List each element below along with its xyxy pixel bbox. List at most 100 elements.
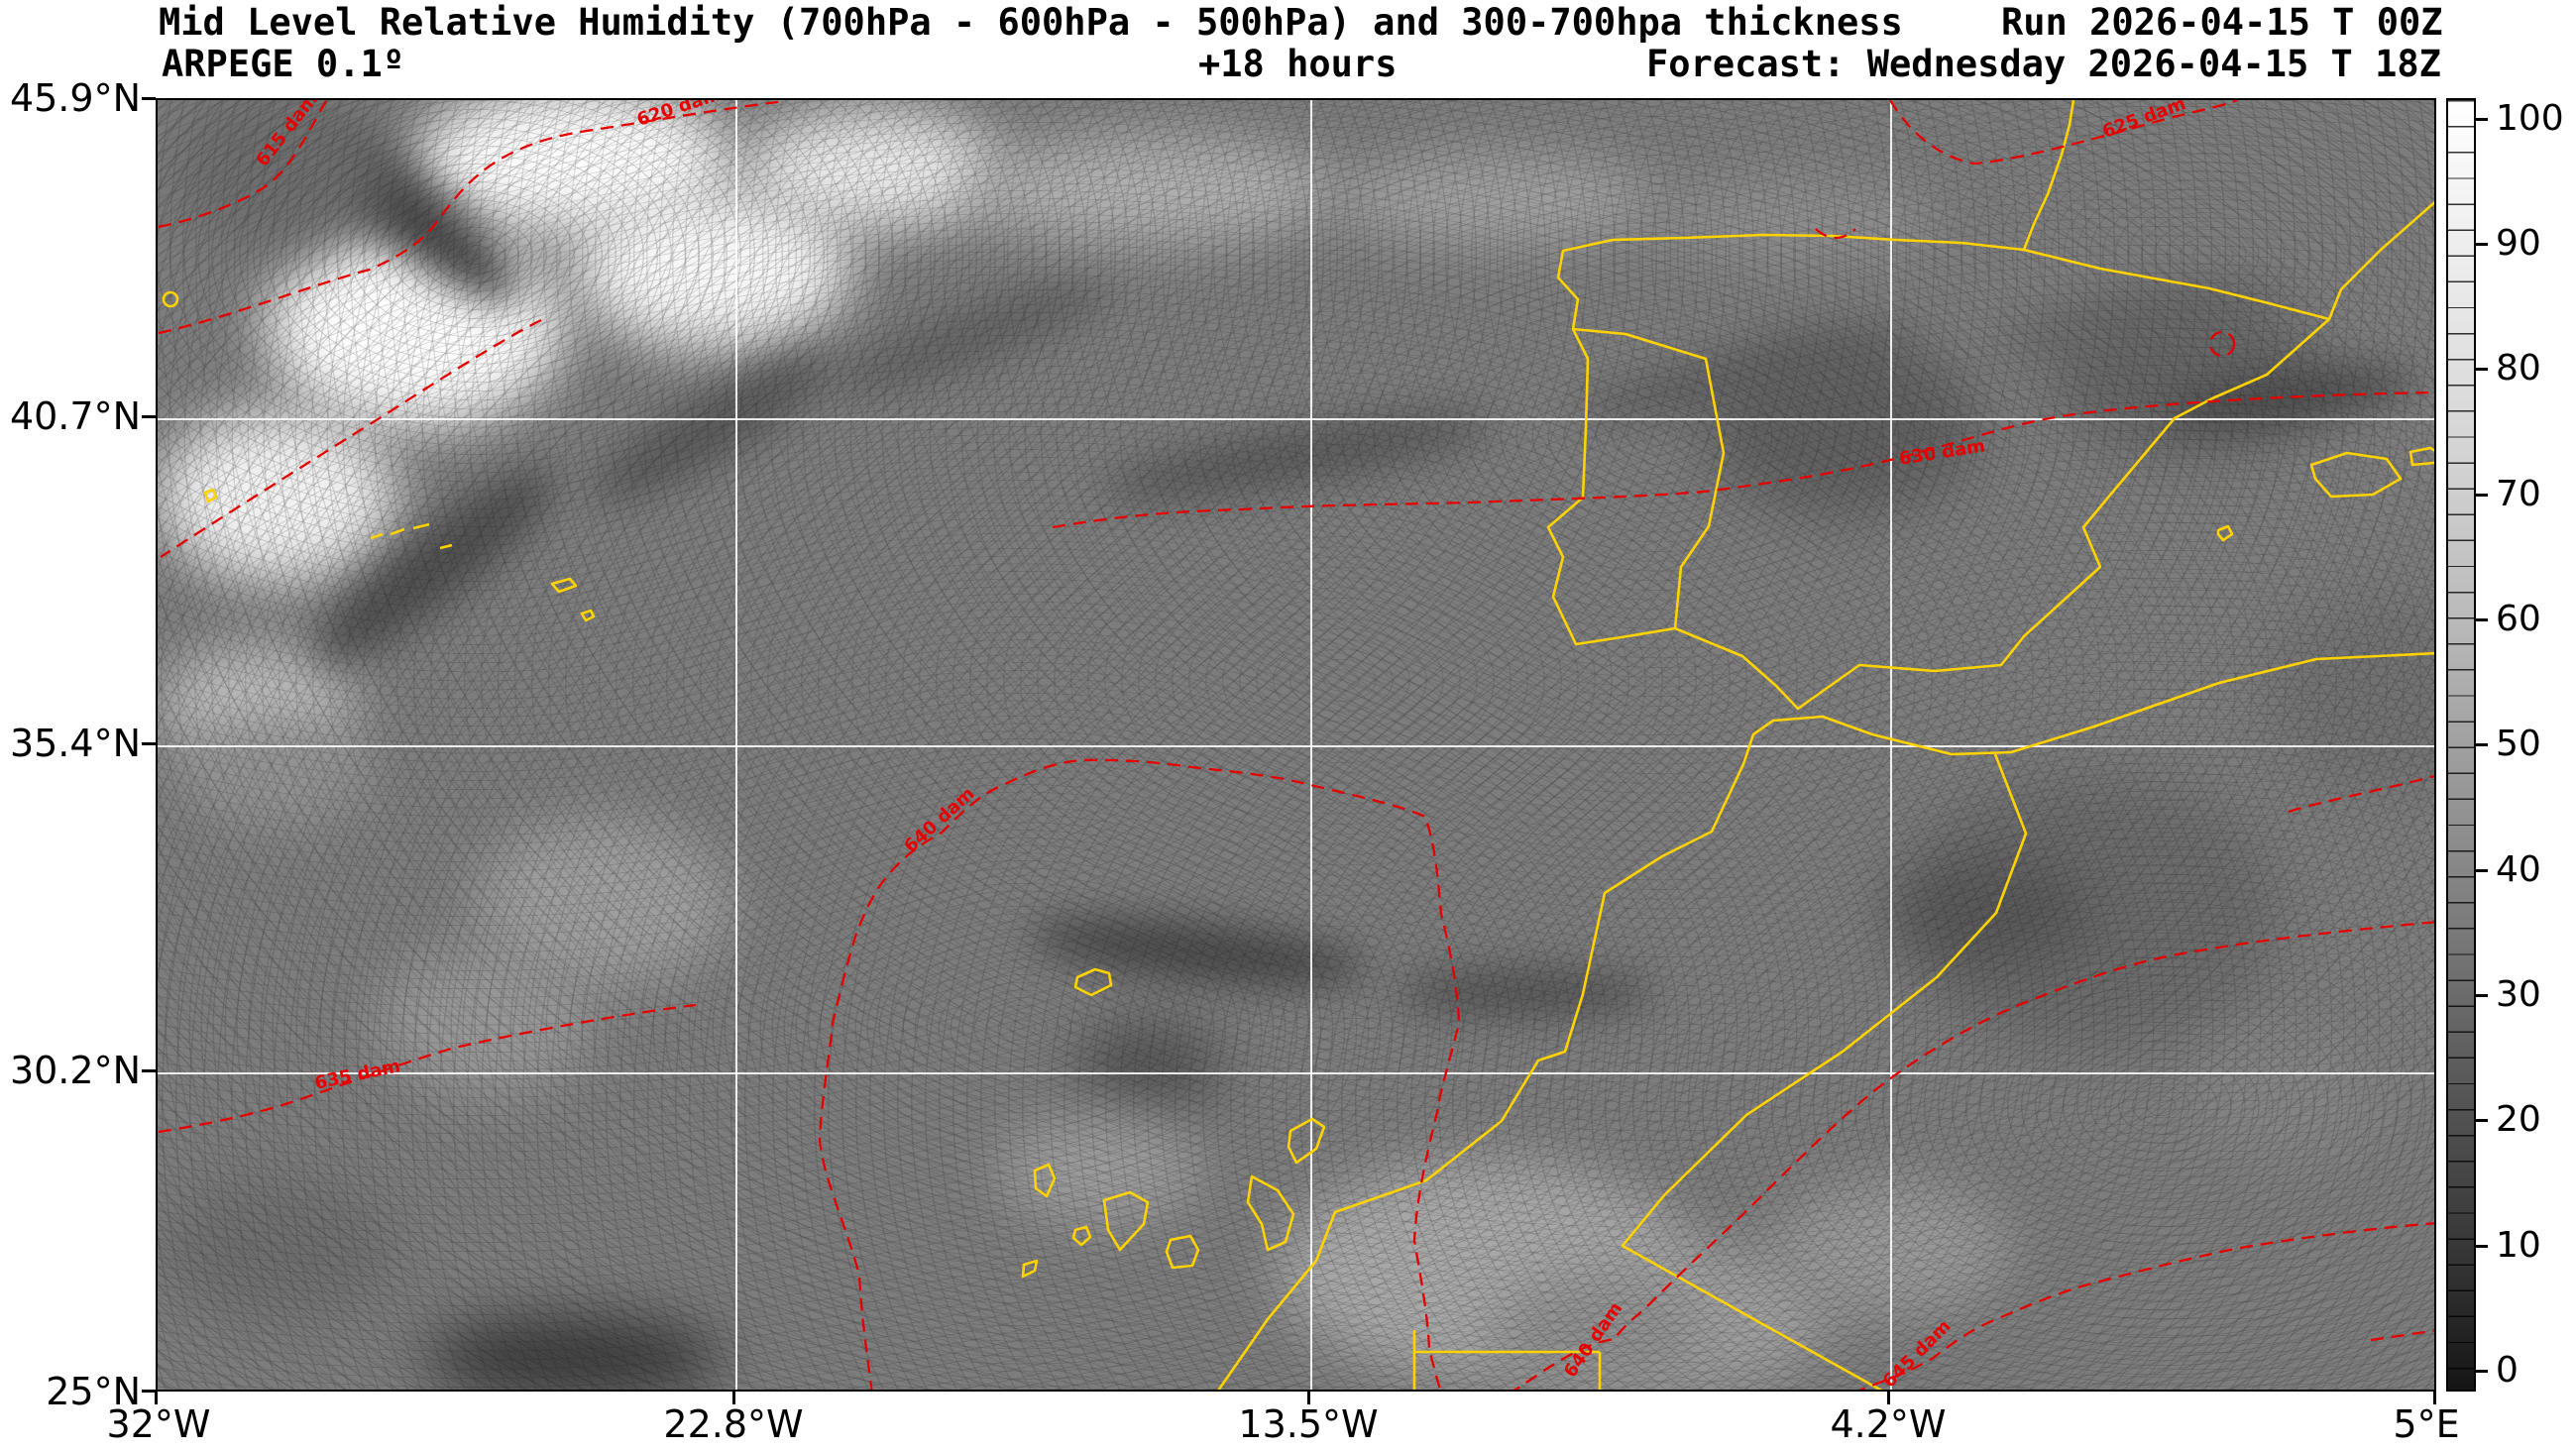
- x-tick-4-2W: 4.2°W: [1830, 1402, 1947, 1446]
- colorbar-tick: [2476, 1245, 2488, 1248]
- colorbar-tick: [2476, 494, 2488, 497]
- colorbar-label-60: 60: [2496, 599, 2541, 639]
- shade-blob: [742, 110, 1000, 229]
- forecast-valid-label: Forecast: Wednesday 2026-04-15 T 18Z: [1646, 43, 2441, 85]
- y-tick-30-2N: 30.2°N: [9, 1049, 141, 1092]
- contour-630dam-path: [1052, 391, 2434, 529]
- shade-blob: [960, 135, 1337, 244]
- run-label: Run 2026-04-15 T 00Z: [2001, 1, 2443, 44]
- x-tick-32W: 32°W: [106, 1402, 211, 1446]
- contour-645dam-path: [1858, 1222, 2434, 1390]
- x-tick-13-5W: 13.5°W: [1238, 1402, 1379, 1446]
- contour-label: 635 dam: [313, 1056, 402, 1094]
- colorbar-tick: [2476, 869, 2488, 872]
- island-azores-sao-miguel: [550, 577, 578, 594]
- colorbar-contour-stripes: [2448, 100, 2474, 1390]
- colorbar-label-20: 20: [2496, 1099, 2541, 1140]
- contour-label: 640 dam: [900, 783, 978, 856]
- forecast-step-label: +18 hours: [1198, 43, 1398, 85]
- contour-615dam-path: [158, 100, 327, 229]
- model-label: ARPEGE 0.1º: [162, 43, 405, 85]
- contour-label: 645 dam: [1879, 1316, 1956, 1392]
- island-azores-santa-maria: [580, 609, 596, 622]
- shade-blob: [376, 948, 594, 1096]
- colorbar-label-90: 90: [2496, 223, 2541, 264]
- island-azores-flores: [203, 488, 218, 503]
- contour-label: 625 dam: [2100, 100, 2189, 143]
- contour-625dam-path: [1889, 100, 2238, 166]
- x-tick-5E: 5°E: [2393, 1402, 2460, 1446]
- island-azores-central: [370, 522, 453, 550]
- y-tick-45-9N: 45.9°N: [9, 76, 141, 120]
- y-tick-40-7N: 40.7°N: [9, 394, 141, 438]
- shade-blob: [2189, 1037, 2388, 1166]
- x-axis-tick: [1887, 1392, 1890, 1404]
- gridline-22-8W: [735, 100, 738, 1390]
- island-mallorca: [2309, 451, 2403, 499]
- colorbar-tick: [2476, 118, 2488, 121]
- colorbar-tick: [2476, 994, 2488, 997]
- contour-635west-path: [158, 1003, 697, 1134]
- island-la-palma: [1033, 1163, 1057, 1198]
- colorbar-label-30: 30: [2496, 974, 2541, 1015]
- coast-iberia-france-path: [1546, 100, 2434, 711]
- island-el-hierro: [1021, 1259, 1039, 1279]
- colorbar-label-70: 70: [2496, 474, 2541, 514]
- chart-title: Mid Level Relative Humidity (700hPa - 60…: [159, 1, 1903, 44]
- contour-640dam-west-path: [818, 758, 1461, 1390]
- x-axis-tick: [155, 1392, 158, 1404]
- shade-blob: [1397, 970, 1654, 1015]
- island-fuerteventura: [1246, 1174, 1295, 1252]
- shade-blob: [1486, 1284, 1704, 1390]
- contour-635east-path: [2288, 774, 2434, 814]
- colorbar-label-100: 100: [2496, 98, 2564, 139]
- island-ibiza: [2216, 524, 2234, 542]
- border-morocco-algeria-path: [1621, 753, 2028, 1390]
- map-plot-area: 615 dam 620 dam 625 dam 630 dam 635 dam …: [156, 98, 2436, 1392]
- humidity-contour-texture: [158, 100, 2434, 1390]
- x-axis-tick: [1307, 1392, 1310, 1404]
- shade-blob: [1332, 155, 1659, 244]
- coast-north-africa-path: [1217, 651, 2434, 1390]
- shade-blob: [158, 412, 395, 581]
- colorbar-tick: [2476, 1119, 2488, 1122]
- gridline-35-4N: [158, 745, 2434, 748]
- x-axis-tick: [732, 1392, 735, 1404]
- x-axis-tick: [2433, 1392, 2436, 1404]
- island-gran-canaria: [1165, 1234, 1200, 1270]
- island-small-islet: [162, 290, 179, 308]
- contour-right-edge-stub-path: [2370, 1329, 2434, 1342]
- contour-label: 630 dam: [1897, 435, 1986, 469]
- colorbar-label-80: 80: [2496, 348, 2541, 389]
- shade-blob: [158, 1180, 395, 1319]
- island-la-gomera: [1071, 1225, 1092, 1247]
- colorbar-tick: [2476, 618, 2488, 621]
- shade-blob: [168, 100, 386, 249]
- colorbar-tick: [2476, 1370, 2488, 1373]
- contour-label: 615 dam: [252, 100, 322, 170]
- contour-small-dip-path: [1815, 228, 1856, 240]
- border-portugal-spain-path: [1572, 327, 1726, 629]
- contour-625west-path: [160, 318, 542, 558]
- y-axis-tick: [142, 1390, 156, 1393]
- colorbar-label-50: 50: [2496, 724, 2541, 764]
- gridline-40-7N: [158, 418, 2434, 421]
- colorbar-label-40: 40: [2496, 849, 2541, 890]
- shade-blob: [1892, 858, 2090, 967]
- contour-label: 640 dam: [1560, 1298, 1626, 1382]
- border-pyrenees-path: [2023, 248, 2330, 321]
- shade-blob: [1074, 1022, 1223, 1111]
- contour-label: 620 dam: [634, 100, 724, 131]
- shade-blob: [425, 1316, 723, 1390]
- shade-blob: [995, 1116, 1203, 1225]
- thickness-contours-group: [158, 100, 2434, 1390]
- colorbar-label-10: 10: [2496, 1225, 2541, 1266]
- y-axis-tick: [142, 97, 156, 100]
- colorbar: [2446, 98, 2476, 1392]
- y-tick-35-4N: 35.4°N: [9, 722, 141, 765]
- colorbar-tick: [2476, 368, 2488, 371]
- contour-640dam-southeast-path: [1512, 921, 2434, 1390]
- y-axis-tick: [142, 415, 156, 418]
- gridline-30-2N: [158, 1072, 2434, 1075]
